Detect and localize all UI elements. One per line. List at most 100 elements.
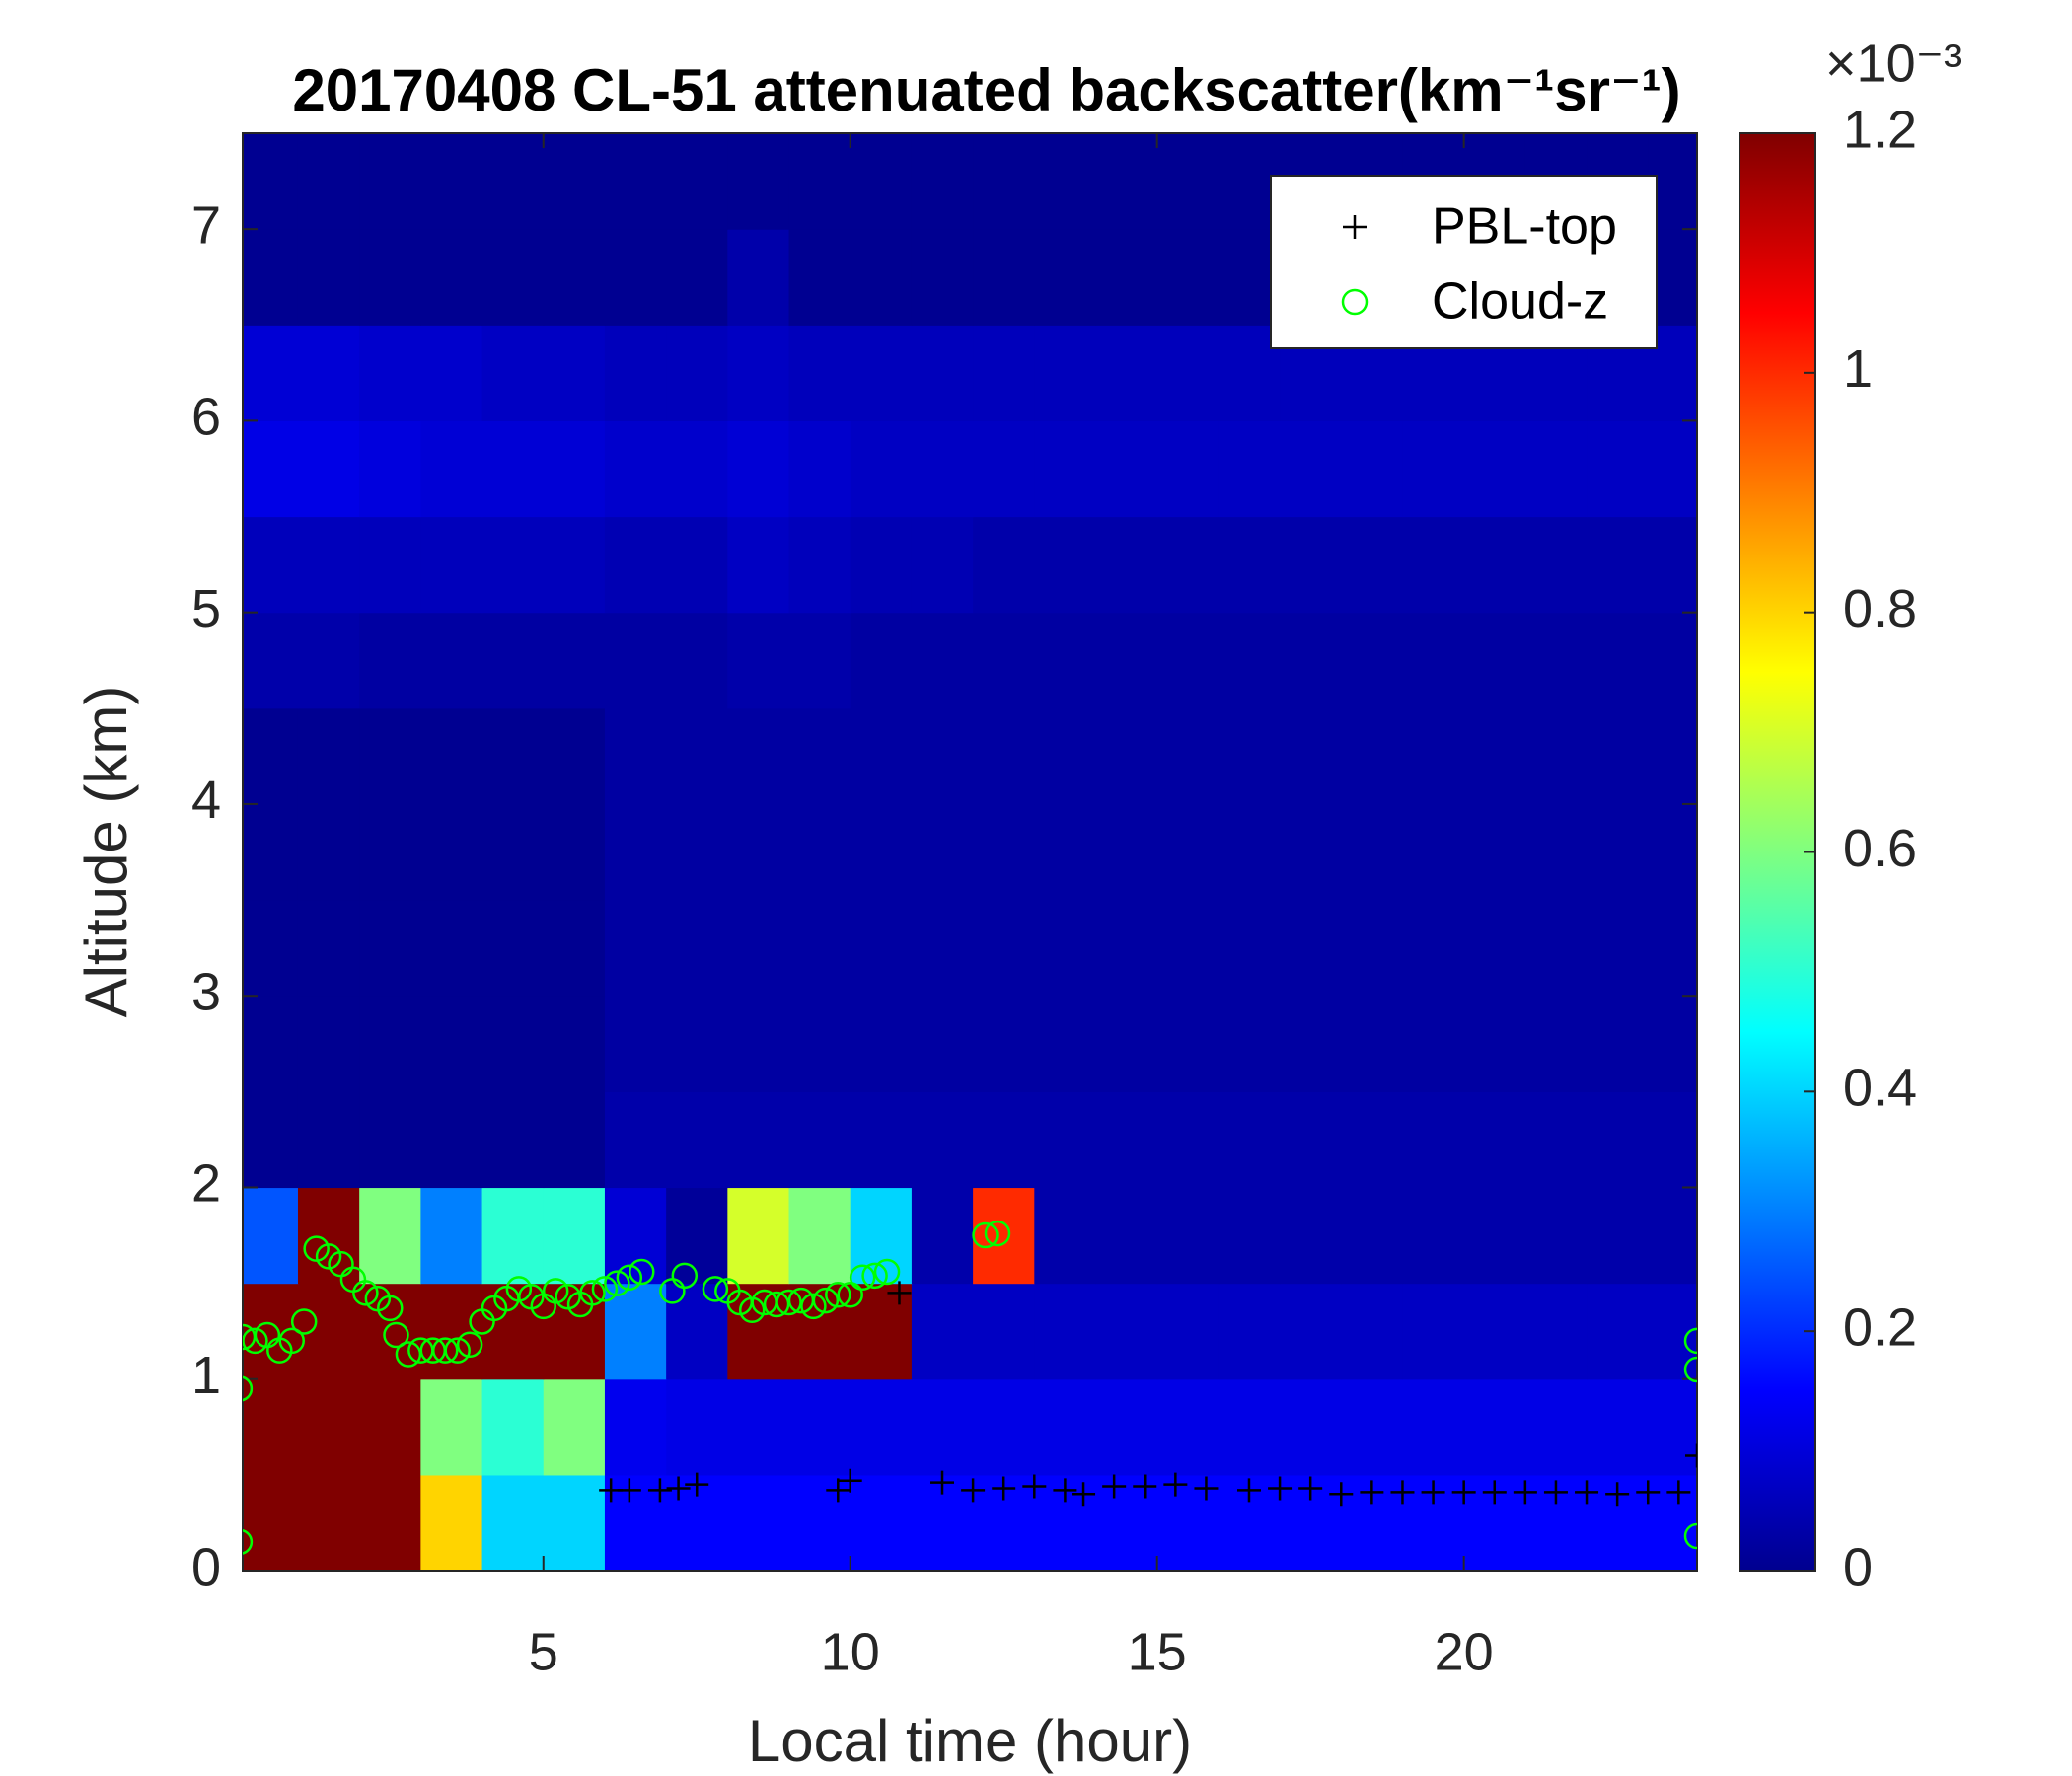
cloud-marker	[1683, 1327, 1697, 1355]
heat-cell	[1648, 612, 1697, 709]
pbl-marker	[1636, 1480, 1661, 1505]
pbl-marker	[1513, 1480, 1537, 1505]
heat-cell	[1587, 996, 1649, 1092]
heat-cell	[727, 420, 790, 518]
heat-cell	[1156, 612, 1220, 709]
heat-cell	[1587, 420, 1649, 518]
heat-cell	[243, 1091, 299, 1189]
heat-cell	[1034, 1187, 1097, 1285]
heat-cell	[481, 900, 545, 997]
heat-cell	[1095, 229, 1158, 326]
heat-cell	[481, 1474, 545, 1571]
heat-cell	[1463, 1378, 1526, 1476]
y-tick-label: 6	[191, 388, 221, 447]
heat-cell	[481, 420, 545, 518]
heat-cell	[666, 803, 728, 901]
heat-cell	[1034, 420, 1097, 518]
heat-cell	[788, 900, 851, 997]
pbl-marker	[961, 1478, 986, 1503]
heat-cell	[1648, 1091, 1697, 1189]
pbl-marker	[1390, 1480, 1415, 1505]
pbl-marker	[1360, 1480, 1384, 1505]
heat-cell	[543, 1187, 606, 1285]
cloud-marker	[776, 1289, 802, 1316]
legend: PBL-top Cloud-z	[1270, 175, 1658, 349]
heat-cell	[1341, 1378, 1404, 1476]
heat-cell	[1402, 1187, 1465, 1285]
heat-cell	[1341, 1091, 1404, 1189]
heat-cell	[543, 612, 606, 709]
heat-cell	[243, 803, 299, 901]
heat-cell	[543, 707, 606, 805]
heat-cell	[1156, 420, 1220, 518]
pbl-marker	[1329, 1482, 1354, 1507]
heat-cell	[543, 420, 606, 518]
heat-cell	[543, 133, 606, 230]
heat-cell	[911, 133, 974, 230]
heat-cell	[1341, 707, 1404, 805]
heat-cell	[727, 133, 790, 230]
heat-cell	[850, 1091, 913, 1189]
heat-cell	[297, 707, 360, 805]
legend-label: PBL-top	[1432, 198, 1617, 256]
heat-cell	[911, 707, 974, 805]
heat-cell	[973, 900, 1035, 997]
heat-cell	[1034, 707, 1097, 805]
heat-cell	[1280, 516, 1342, 614]
heat-cell	[481, 1187, 545, 1285]
heat-cell	[1034, 229, 1097, 326]
heat-cell	[420, 1378, 483, 1476]
heat-cell	[850, 516, 913, 614]
x-tick-label: 10	[821, 1622, 880, 1681]
heat-cell	[1095, 996, 1158, 1092]
y-tick-label: 1	[191, 1346, 221, 1405]
heat-cell	[1463, 516, 1526, 614]
heat-cell	[1034, 516, 1097, 614]
heat-cell	[1095, 133, 1158, 230]
cloud-marker	[383, 1321, 409, 1349]
heat-cell	[850, 229, 913, 326]
heat-cell	[788, 516, 851, 614]
heat-cell	[297, 996, 360, 1092]
heat-cell	[420, 803, 483, 901]
heat-cell	[911, 325, 974, 421]
pbl-marker	[1236, 1478, 1261, 1503]
heat-cell	[1463, 803, 1526, 901]
heat-cell	[1280, 1378, 1342, 1476]
heat-cell	[543, 325, 606, 421]
pbl-marker	[887, 1281, 912, 1305]
cloud-marker	[629, 1258, 655, 1286]
heat-cell	[1587, 1187, 1649, 1285]
y-axis-label: Altitude (km)	[73, 686, 139, 1018]
heat-cell	[297, 516, 360, 614]
cloud-marker	[243, 1528, 254, 1555]
heat-cell	[1648, 1187, 1697, 1285]
heat-cell	[1524, 996, 1588, 1092]
heat-cell	[543, 1474, 606, 1571]
pbl-marker	[1482, 1480, 1507, 1505]
heat-cell	[1095, 1187, 1158, 1285]
heat-cell	[297, 133, 360, 230]
heat-cell	[604, 420, 667, 518]
heat-cell	[1402, 803, 1465, 901]
heat-cell	[420, 612, 483, 709]
heat-cell	[243, 707, 299, 805]
cloud-marker	[873, 1258, 901, 1286]
cloud-marker	[671, 1262, 699, 1290]
heat-cell	[973, 516, 1035, 614]
heat-cell	[911, 516, 974, 614]
heat-cell	[850, 1474, 913, 1571]
heat-cell	[543, 1091, 606, 1189]
heat-cell	[1524, 612, 1588, 709]
cloud-marker	[542, 1278, 569, 1304]
heat-cell	[481, 803, 545, 901]
heat-cell	[420, 133, 483, 230]
heat-cell	[1402, 516, 1465, 614]
heat-cell	[543, 1378, 606, 1476]
heat-cell	[850, 900, 913, 997]
cloud-marker	[579, 1280, 606, 1306]
heat-cell	[666, 420, 728, 518]
heat-cell	[481, 996, 545, 1092]
x-tick-label: 15	[1128, 1622, 1187, 1681]
heat-cell	[543, 996, 606, 1092]
